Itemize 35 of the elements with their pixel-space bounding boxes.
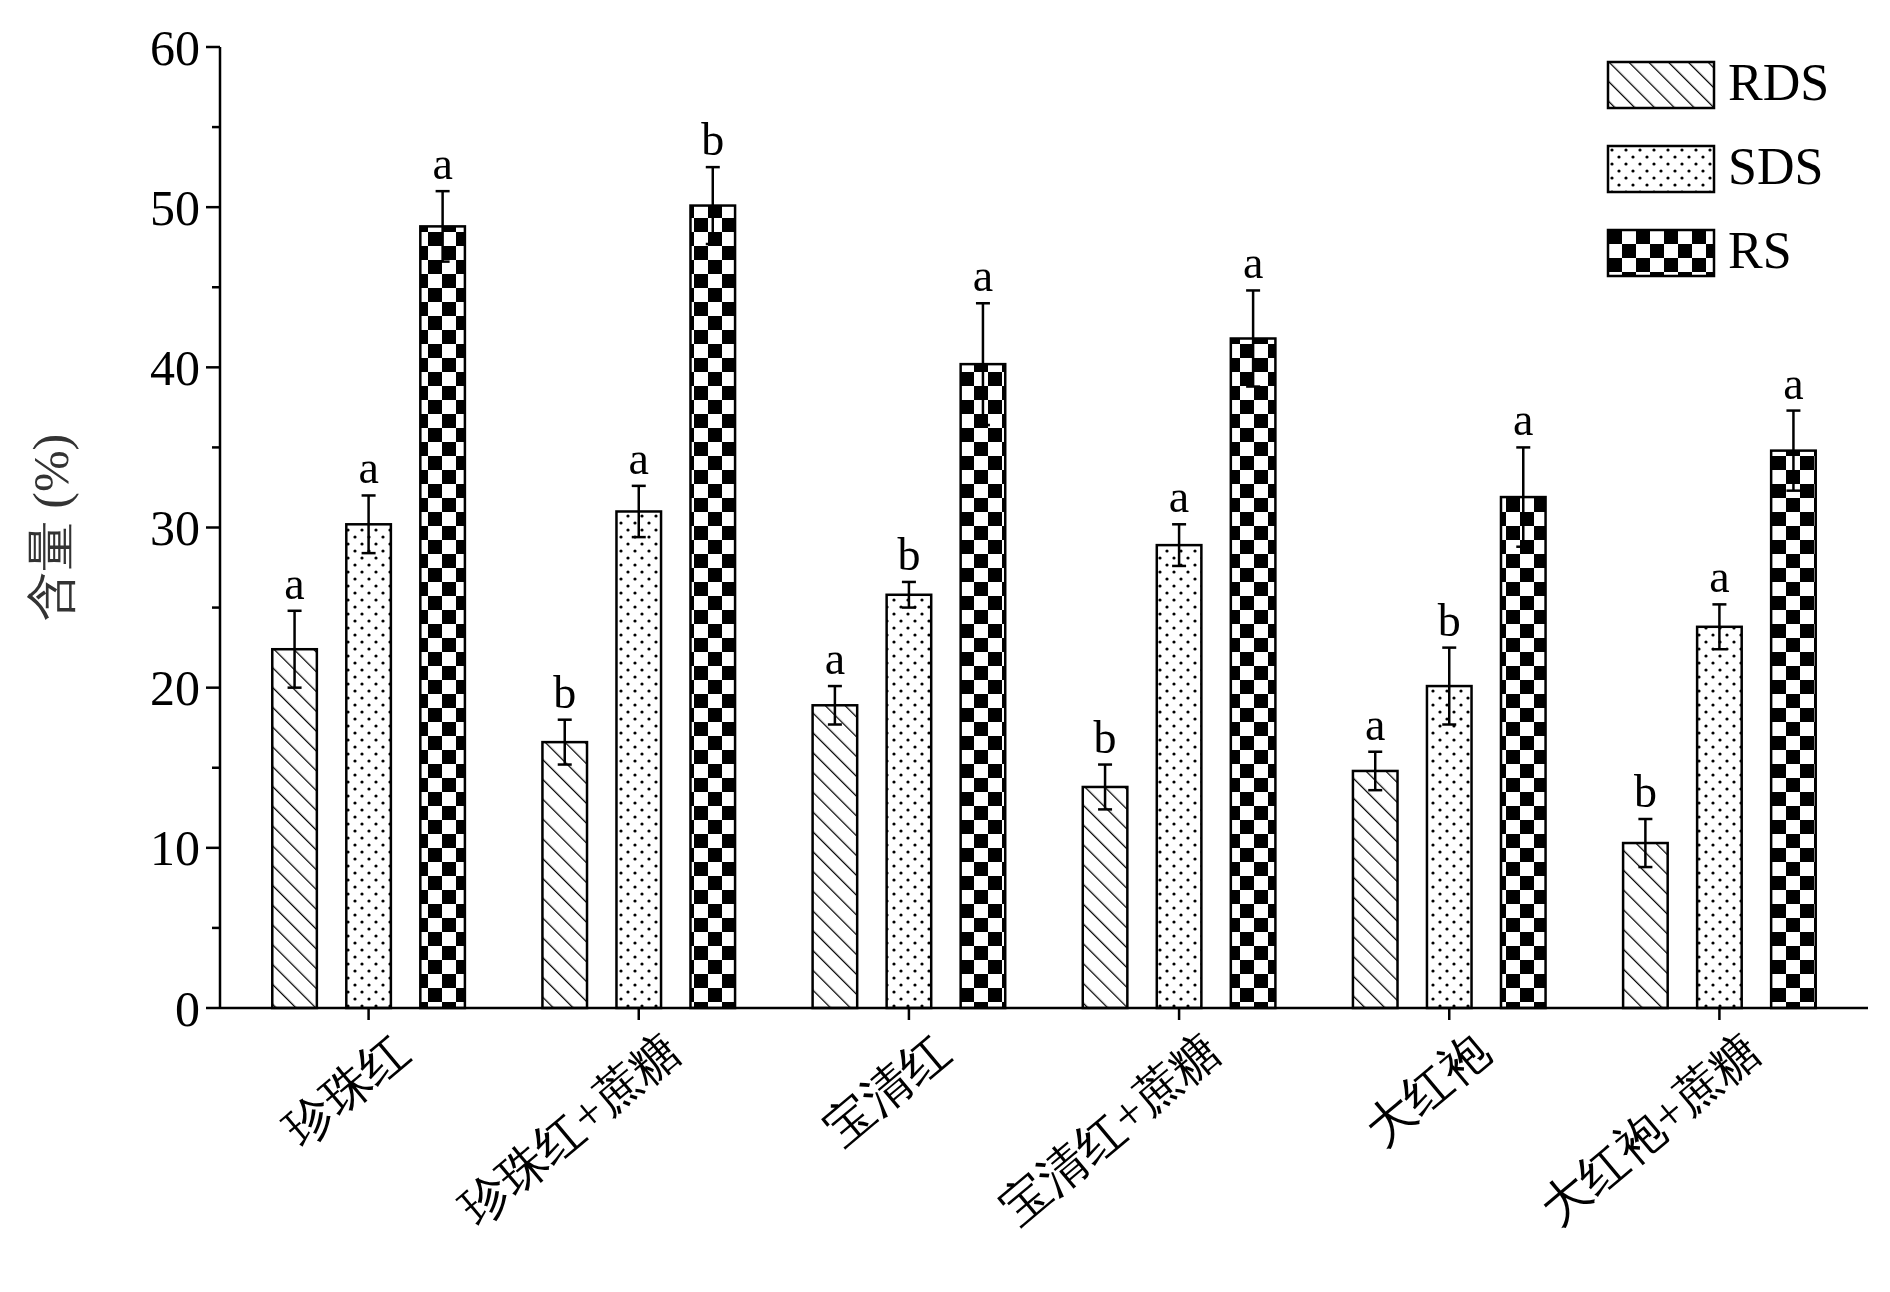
annotation: a	[824, 633, 846, 685]
x-tick-label: 宝清红+蔗糖	[990, 1022, 1230, 1236]
annotation: a	[1365, 698, 1386, 750]
annotation: a	[972, 250, 994, 302]
x-tick-label: 大红袍	[1354, 1022, 1500, 1156]
annotation: b	[1437, 594, 1461, 646]
annotation: a	[1783, 357, 1804, 409]
annotation: a	[358, 442, 379, 494]
x-tick-label: 大红袍+蔗糖	[1530, 1022, 1770, 1236]
annotation: a	[432, 138, 453, 190]
annotation: a	[628, 432, 649, 484]
y-tick-label: 40	[150, 339, 200, 396]
annotation: a	[1242, 237, 1264, 289]
annotation: b	[553, 666, 577, 718]
y-tick-label: 20	[150, 660, 200, 717]
x-tick-label: 珍珠红+蔗糖	[450, 1022, 689, 1236]
annotation: a	[1709, 551, 1730, 603]
y-tick-label: 10	[150, 820, 200, 877]
y-tick-label: 50	[150, 179, 200, 236]
annotation: b	[1633, 766, 1657, 817]
annotation: b	[1093, 711, 1117, 763]
annotation: b	[701, 114, 725, 166]
annotation: b	[897, 528, 921, 580]
annotation: a	[284, 557, 305, 609]
annotation: a	[1513, 394, 1534, 446]
y-axis-title: 含量 (%)	[23, 433, 79, 622]
legend-label: RDS	[1728, 54, 1830, 111]
x-tick-label: 宝清红	[814, 1022, 959, 1156]
y-tick-label: 30	[150, 500, 200, 556]
annotation: a	[1168, 471, 1190, 523]
y-tick-label: 60	[150, 19, 200, 76]
y-tick-label: 0	[175, 980, 200, 1037]
legend-label: RS	[1728, 222, 1792, 279]
x-tick-label: 珍珠红	[274, 1022, 419, 1156]
legend-label: SDS	[1728, 138, 1824, 195]
